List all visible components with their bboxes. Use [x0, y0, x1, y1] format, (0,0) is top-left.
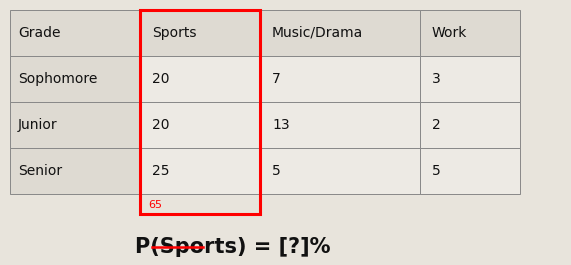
Text: Senior: Senior	[18, 164, 62, 178]
Text: 65: 65	[148, 200, 162, 210]
Text: 20: 20	[152, 118, 170, 132]
Bar	[260, 56, 420, 102]
Text: 3: 3	[432, 72, 441, 86]
Text: Grade: Grade	[18, 26, 61, 40]
Bar	[420, 148, 520, 194]
Text: Sophomore: Sophomore	[18, 72, 98, 86]
Bar	[140, 10, 260, 214]
Text: 20: 20	[152, 72, 170, 86]
Text: Junior: Junior	[18, 118, 58, 132]
Bar	[420, 10, 520, 56]
Bar	[260, 148, 420, 194]
Bar	[140, 56, 260, 102]
Text: Work: Work	[432, 26, 468, 40]
Bar	[260, 10, 420, 56]
Text: P(Sports) = [?]%: P(Sports) = [?]%	[135, 237, 331, 257]
Text: 5: 5	[272, 164, 281, 178]
Text: 5: 5	[432, 164, 441, 178]
Bar	[420, 56, 520, 102]
Bar	[260, 102, 420, 148]
Text: 7: 7	[272, 72, 281, 86]
Bar	[140, 10, 260, 56]
Bar	[10, 148, 140, 194]
Bar	[140, 102, 260, 148]
Bar	[10, 102, 140, 148]
Text: 2: 2	[432, 118, 441, 132]
Text: 13: 13	[272, 118, 289, 132]
Bar	[10, 10, 140, 56]
Bar	[420, 102, 520, 148]
Bar	[10, 56, 140, 102]
Text: Sports: Sports	[152, 26, 196, 40]
Text: Music/Drama: Music/Drama	[272, 26, 363, 40]
Text: 25: 25	[152, 164, 170, 178]
Bar	[140, 148, 260, 194]
